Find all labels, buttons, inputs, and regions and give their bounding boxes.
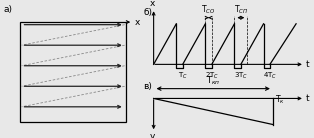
Text: y: y <box>149 132 155 138</box>
Text: 3T$_C$: 3T$_C$ <box>234 71 248 81</box>
Text: T$_{к}$: T$_{к}$ <box>275 93 285 106</box>
Text: T$_{СП}$: T$_{СП}$ <box>234 3 248 16</box>
Text: a): a) <box>3 5 12 14</box>
Text: 4T$_C$: 4T$_C$ <box>263 71 277 81</box>
Text: x: x <box>134 18 140 27</box>
Text: t: t <box>306 60 309 69</box>
Text: x: x <box>149 0 155 8</box>
Bar <box>20 22 126 122</box>
Text: 2T$_C$: 2T$_C$ <box>205 71 219 81</box>
Text: t: t <box>306 94 309 103</box>
Text: T$_{кп}$: T$_{кп}$ <box>206 75 220 87</box>
Text: T$_C$: T$_C$ <box>178 71 187 81</box>
Text: в): в) <box>143 82 152 91</box>
Text: б): б) <box>143 8 153 17</box>
Text: T$_{CO}$: T$_{CO}$ <box>201 3 216 16</box>
